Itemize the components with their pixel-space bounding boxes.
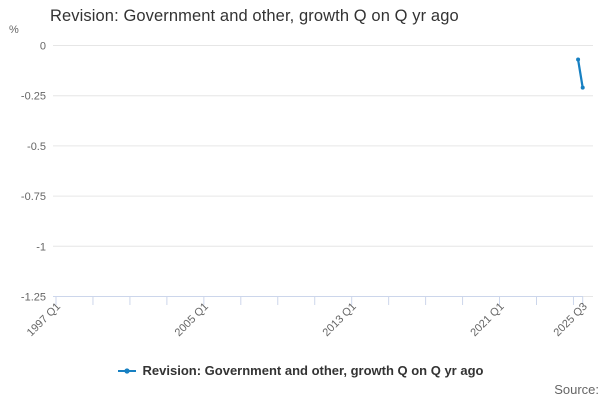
x-axis-tick-label: 2005 Q1 xyxy=(173,301,211,339)
y-axis-tick-label: -0.75 xyxy=(21,191,46,203)
series-line[interactable] xyxy=(576,58,584,89)
y-axis-tick-label: -0.25 xyxy=(21,91,46,103)
x-axis-tick-label: 2013 Q1 xyxy=(320,301,358,339)
legend-label: Revision: Government and other, growth Q… xyxy=(142,363,484,378)
y-axis-unit-label: % xyxy=(9,24,19,36)
y-axis-tick-label: 0 xyxy=(40,41,46,53)
y-axis-tick-label: -1.25 xyxy=(21,292,46,304)
chart-title: Revision: Government and other, growth Q… xyxy=(50,7,459,25)
x-axis-tick-label: 1997 Q1 xyxy=(25,301,63,339)
x-axis-tick-label: 2021 Q1 xyxy=(468,301,506,339)
series-point-marker[interactable] xyxy=(576,57,581,62)
source-label: Source: xyxy=(554,382,599,397)
series-point-marker[interactable] xyxy=(580,85,585,90)
legend-line-marker-icon xyxy=(117,367,136,374)
legend[interactable]: Revision: Government and other, growth Q… xyxy=(0,363,600,378)
y-axis-tick-label: -1 xyxy=(36,241,46,253)
x-axis-tick-label: 2025 Q3 xyxy=(551,301,589,339)
y-axis-tick-label: -0.5 xyxy=(27,141,46,153)
